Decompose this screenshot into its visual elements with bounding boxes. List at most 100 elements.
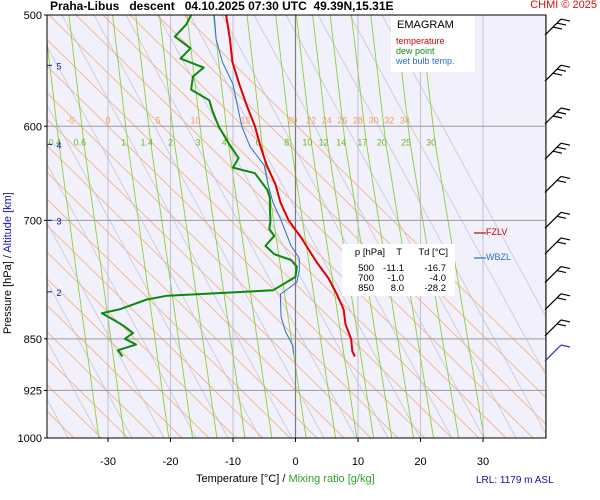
mixing-ratio-label: 2 xyxy=(168,137,173,147)
moist-adiabat xyxy=(47,280,133,438)
wind-barb-flag xyxy=(556,22,567,26)
mixing-ratio-line xyxy=(112,15,129,144)
moist-adiabat xyxy=(47,221,165,438)
series-temperature xyxy=(225,15,356,357)
dry-adiabat xyxy=(47,357,129,438)
dry-adiabat xyxy=(47,224,264,438)
y-axis-title-pressure: Pressure [hPa] xyxy=(2,261,14,334)
dry-adiabat xyxy=(47,65,426,438)
mixing-ratio-line xyxy=(312,15,329,144)
wind-barb-flag xyxy=(556,179,567,184)
potential-temp-label: 22 xyxy=(306,115,316,125)
table-header-td: Td [°C] xyxy=(418,247,448,258)
legend: EMAGRAM temperature dew point wet bulb t… xyxy=(391,16,475,72)
temperature-tick-label: 0 xyxy=(292,456,298,468)
y-axis-title: Pressure [hPa] / Altitude [km] xyxy=(2,192,14,334)
legend-item-temperature: temperature xyxy=(396,36,445,46)
wind-barb-staff xyxy=(544,176,562,193)
wind-barb xyxy=(544,142,571,160)
wind-barb xyxy=(544,107,571,125)
dry-adiabat xyxy=(47,145,345,438)
mixing-ratio-line xyxy=(174,142,218,438)
table-cell: -16.7 xyxy=(424,263,446,274)
wind-barb-flag xyxy=(560,107,571,111)
wind-barb-flag xyxy=(556,323,567,327)
moist-adiabat xyxy=(47,104,229,438)
wind-barb xyxy=(544,211,571,229)
mixing-ratio-label: 6 xyxy=(255,137,260,147)
mixing-ratio-line xyxy=(186,15,203,144)
table-cell: 850 xyxy=(358,283,374,294)
wind-barb-flag xyxy=(552,150,563,154)
table-header-p: p [hPa] xyxy=(354,247,385,258)
wind-barb-flag xyxy=(560,265,571,270)
wind-barb xyxy=(544,175,571,193)
mixing-ratio-label: 25 xyxy=(401,137,411,147)
pressure-tick-label: 850 xyxy=(24,334,42,346)
plot-content: -5 0 5 10 15 20 22 24 26 28 30 32 340.4 0.6 1 1.4 2 3 4 6 8 1… xyxy=(47,15,546,438)
wind-barb xyxy=(544,237,571,255)
potential-temp-label: 10 xyxy=(190,115,200,125)
wind-barb xyxy=(544,18,571,36)
wind-barb xyxy=(544,319,571,337)
mixing-ratio-line xyxy=(135,15,152,144)
potential-temp-label: 5 xyxy=(155,115,160,125)
wind-barb-flag xyxy=(556,269,567,274)
plot-area xyxy=(47,15,546,438)
wind-barb-flag xyxy=(552,72,563,76)
wind-barb xyxy=(544,293,571,311)
mixing-ratio-line xyxy=(434,142,485,438)
potential-temp-label: 20 xyxy=(287,115,297,125)
dry-adiabat xyxy=(47,92,399,438)
wind-barb-staff xyxy=(544,237,562,255)
moist-adiabat xyxy=(285,15,517,438)
dry-adiabat xyxy=(47,331,156,438)
table-cell: -28.2 xyxy=(424,283,446,294)
mixing-ratio-label: 10 xyxy=(302,137,312,147)
dry-adiabat xyxy=(47,251,237,438)
y-axis-title-altitude: Altitude [km] xyxy=(2,192,14,253)
mixing-ratio-line xyxy=(83,142,125,438)
dry-adiabat xyxy=(102,15,534,438)
wind-barb-flag xyxy=(560,237,571,241)
legend-title: EMAGRAM xyxy=(397,19,454,31)
mixing-ratio-label: 14 xyxy=(336,137,346,147)
wind-barb-flag xyxy=(560,18,571,22)
wind-barb xyxy=(544,344,571,362)
potential-temp-label: 24 xyxy=(322,115,332,125)
potential-temp-label: 0 xyxy=(105,115,110,125)
wind-barb-flag xyxy=(560,211,571,215)
dry-adiabat xyxy=(75,15,507,438)
mixing-ratio-line xyxy=(47,37,60,144)
moist-adiabat xyxy=(221,15,453,438)
moist-adiabat xyxy=(93,15,325,438)
dry-adiabat xyxy=(47,118,372,438)
table-cell: -1.0 xyxy=(387,273,404,284)
mixing-ratio-line xyxy=(159,15,175,144)
table-header-t: T xyxy=(396,247,402,258)
pressure-tick-label: 600 xyxy=(24,121,42,133)
mixing-ratio-line xyxy=(275,15,292,144)
mixing-ratio-label: 4 xyxy=(222,137,227,147)
temperature-tick-label: -30 xyxy=(100,456,116,468)
potential-temp-label: 32 xyxy=(384,115,394,125)
wind-barb-flag xyxy=(552,115,563,119)
copyright: CHMI © 2025 xyxy=(530,0,597,11)
dry-adiabat xyxy=(129,15,546,425)
dry-adiabat xyxy=(47,278,210,438)
wind-barb-flag xyxy=(560,319,571,323)
mixing-ratio-line xyxy=(350,15,367,144)
altitude-tick-label: 4 xyxy=(56,140,61,150)
mixing-ratio-line xyxy=(68,15,85,144)
dry-adiabat xyxy=(47,171,318,438)
x-axis-title: Temperature [°C] / Mixing ratio [g/kg] xyxy=(196,473,375,485)
mixing-ratio-line xyxy=(150,142,193,438)
temperature-tick-label: 20 xyxy=(414,456,426,468)
wind-barb-flag xyxy=(556,215,567,219)
pressure-tick-label: 925 xyxy=(24,385,42,397)
wind-barb-staff xyxy=(544,293,562,311)
mixing-ratio-label: 20 xyxy=(377,137,387,147)
legend-item-dew-point: dew point xyxy=(396,46,435,56)
altitude-tick-label: 2 xyxy=(56,288,61,298)
